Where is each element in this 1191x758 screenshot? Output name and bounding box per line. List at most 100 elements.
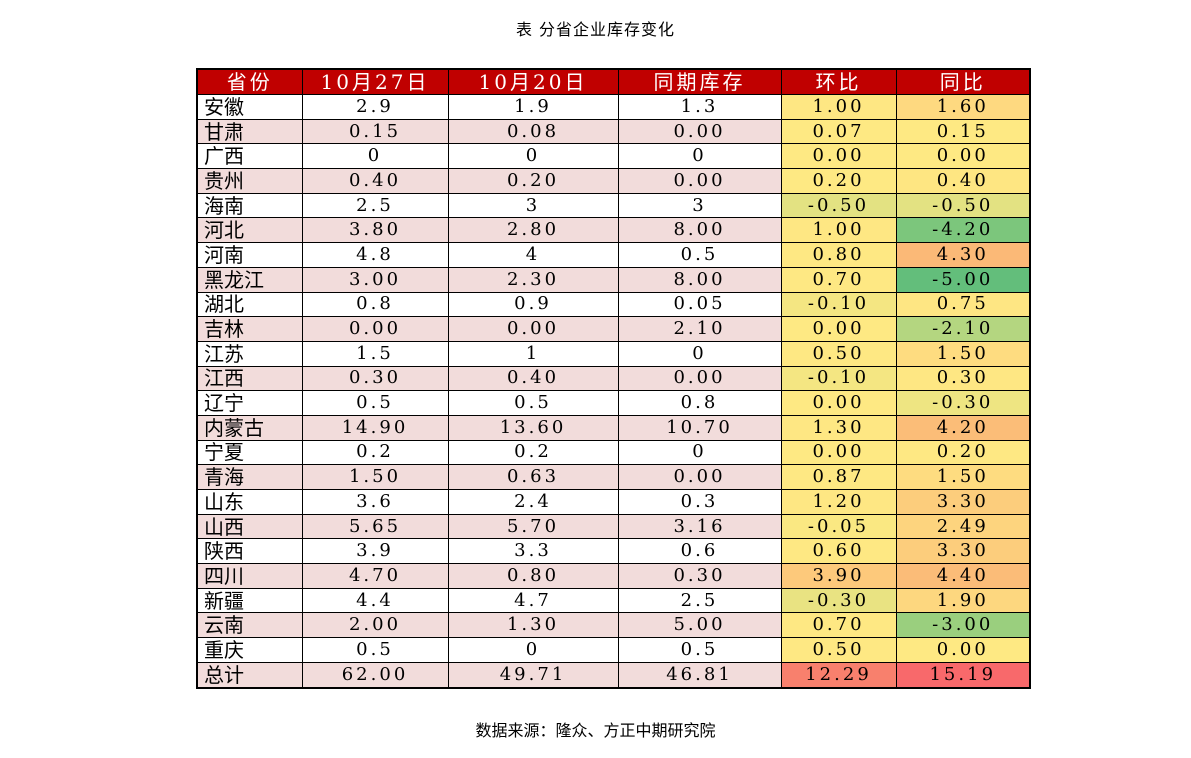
cell-oct20: 49.71 [447, 661, 619, 689]
cell-last-year: 1.3 [617, 94, 782, 120]
cell-yoy: 3.30 [895, 489, 1031, 515]
cell-oct20: 0 [447, 637, 619, 663]
cell-mom: -0.30 [780, 587, 897, 614]
header-yoy: 同比 [895, 68, 1031, 95]
cell-mom: 0.00 [780, 439, 897, 466]
cell-mom: -0.05 [780, 513, 897, 540]
cell-oct20: 3.3 [447, 538, 619, 565]
cell-yoy: -2.10 [895, 316, 1031, 342]
table-row: 宁夏 0.2 0.2 0 0.00 0.20 [196, 439, 1031, 466]
cell-yoy: -0.30 [895, 390, 1031, 416]
cell-last-year: 2.10 [617, 316, 782, 342]
cell-yoy: 1.50 [895, 464, 1031, 490]
header-province: 省份 [196, 68, 303, 95]
table-row: 江苏 1.5 1 0 0.50 1.50 [196, 340, 1031, 367]
cell-province: 江西 [196, 365, 303, 392]
inventory-table: 省份 10月27日 10月20日 同期库存 环比 同比 安徽 2.9 1.9 1.3 1… [196, 68, 1031, 689]
cell-last-year: 3.16 [617, 513, 782, 540]
cell-yoy: -5.00 [895, 266, 1031, 293]
cell-oct27: 0.15 [301, 118, 449, 145]
cell-oct27: 0.5 [301, 390, 449, 416]
cell-yoy: 0.00 [895, 143, 1031, 170]
cell-province: 广西 [196, 143, 303, 170]
cell-mom: 0.00 [780, 143, 897, 170]
cell-last-year: 10.70 [617, 414, 782, 441]
cell-oct27: 0.30 [301, 365, 449, 392]
cell-last-year: 0.30 [617, 563, 782, 589]
cell-last-year: 0.5 [617, 242, 782, 268]
cell-oct20: 13.60 [447, 414, 619, 441]
cell-yoy: 0.75 [895, 291, 1031, 318]
cell-yoy: 0.15 [895, 118, 1031, 145]
table-row: 重庆 0.5 0 0.5 0.50 0.00 [196, 637, 1031, 663]
table-row: 江西 0.30 0.40 0.00 -0.10 0.30 [196, 365, 1031, 392]
cell-last-year: 0.00 [617, 118, 782, 145]
cell-last-year: 0.00 [617, 168, 782, 194]
cell-oct27: 2.5 [301, 192, 449, 219]
cell-last-year: 5.00 [617, 612, 782, 639]
cell-mom: 0.50 [780, 340, 897, 367]
cell-last-year: 8.00 [617, 217, 782, 244]
cell-last-year: 2.5 [617, 587, 782, 614]
cell-oct20: 0.08 [447, 118, 619, 145]
cell-oct27: 2.9 [301, 94, 449, 120]
cell-yoy: 0.20 [895, 439, 1031, 466]
cell-last-year: 0 [617, 143, 782, 170]
cell-yoy: 4.40 [895, 563, 1031, 589]
cell-mom: 12.29 [780, 661, 897, 689]
table-row: 总计 62.00 49.71 46.81 12.29 15.19 [196, 661, 1031, 689]
cell-oct27: 5.65 [301, 513, 449, 540]
header-mom: 环比 [780, 68, 897, 95]
cell-oct20: 4.7 [447, 587, 619, 614]
cell-oct27: 62.00 [301, 661, 449, 689]
header-oct20: 10月20日 [447, 68, 619, 95]
table-title: 表 分省企业库存变化 [515, 20, 676, 39]
table-body: 安徽 2.9 1.9 1.3 1.00 1.60 甘肃 0.15 0.08 0.00 0.07 0.1… [196, 94, 1031, 689]
table-row: 陕西 3.9 3.3 0.6 0.60 3.30 [196, 538, 1031, 565]
cell-province: 贵州 [196, 168, 303, 194]
cell-province: 内蒙古 [196, 414, 303, 441]
cell-yoy: 1.60 [895, 94, 1031, 120]
table-row: 山西 5.65 5.70 3.16 -0.05 2.49 [196, 513, 1031, 540]
cell-province: 山西 [196, 513, 303, 540]
cell-yoy: 0.40 [895, 168, 1031, 194]
cell-yoy: 15.19 [895, 661, 1031, 689]
cell-oct20: 1.9 [447, 94, 619, 120]
cell-last-year: 0.3 [617, 489, 782, 515]
cell-oct27: 3.80 [301, 217, 449, 244]
cell-province: 海南 [196, 192, 303, 219]
cell-province: 重庆 [196, 637, 303, 663]
cell-last-year: 46.81 [617, 661, 782, 689]
cell-last-year: 3 [617, 192, 782, 219]
header-last-year: 同期库存 [617, 68, 782, 95]
table-row: 湖北 0.8 0.9 0.05 -0.10 0.75 [196, 291, 1031, 318]
cell-oct20: 0.40 [447, 365, 619, 392]
cell-oct27: 4.70 [301, 563, 449, 589]
header-row: 省份 10月27日 10月20日 同期库存 环比 同比 [196, 68, 1031, 95]
cell-province: 青海 [196, 464, 303, 490]
cell-oct20: 0.9 [447, 291, 619, 318]
table-row: 内蒙古 14.90 13.60 10.70 1.30 4.20 [196, 414, 1031, 441]
cell-oct27: 3.00 [301, 266, 449, 293]
cell-oct27: 3.9 [301, 538, 449, 565]
table-row: 河北 3.80 2.80 8.00 1.00 -4.20 [196, 217, 1031, 244]
cell-province: 湖北 [196, 291, 303, 318]
cell-last-year: 0.5 [617, 637, 782, 663]
cell-oct27: 14.90 [301, 414, 449, 441]
cell-oct20: 0.5 [447, 390, 619, 416]
cell-mom: -0.10 [780, 291, 897, 318]
cell-oct27: 1.50 [301, 464, 449, 490]
cell-mom: 0.87 [780, 464, 897, 490]
cell-province: 河北 [196, 217, 303, 244]
cell-mom: 1.20 [780, 489, 897, 515]
cell-mom: -0.10 [780, 365, 897, 392]
table-row: 四川 4.70 0.80 0.30 3.90 4.40 [196, 563, 1031, 589]
cell-mom: 0.70 [780, 266, 897, 293]
cell-province: 安徽 [196, 94, 303, 120]
table-row: 海南 2.5 3 3 -0.50 -0.50 [196, 192, 1031, 219]
cell-mom: 0.50 [780, 637, 897, 663]
cell-mom: 1.30 [780, 414, 897, 441]
cell-mom: 0.00 [780, 390, 897, 416]
table-row: 甘肃 0.15 0.08 0.00 0.07 0.15 [196, 118, 1031, 145]
cell-oct27: 4.8 [301, 242, 449, 268]
